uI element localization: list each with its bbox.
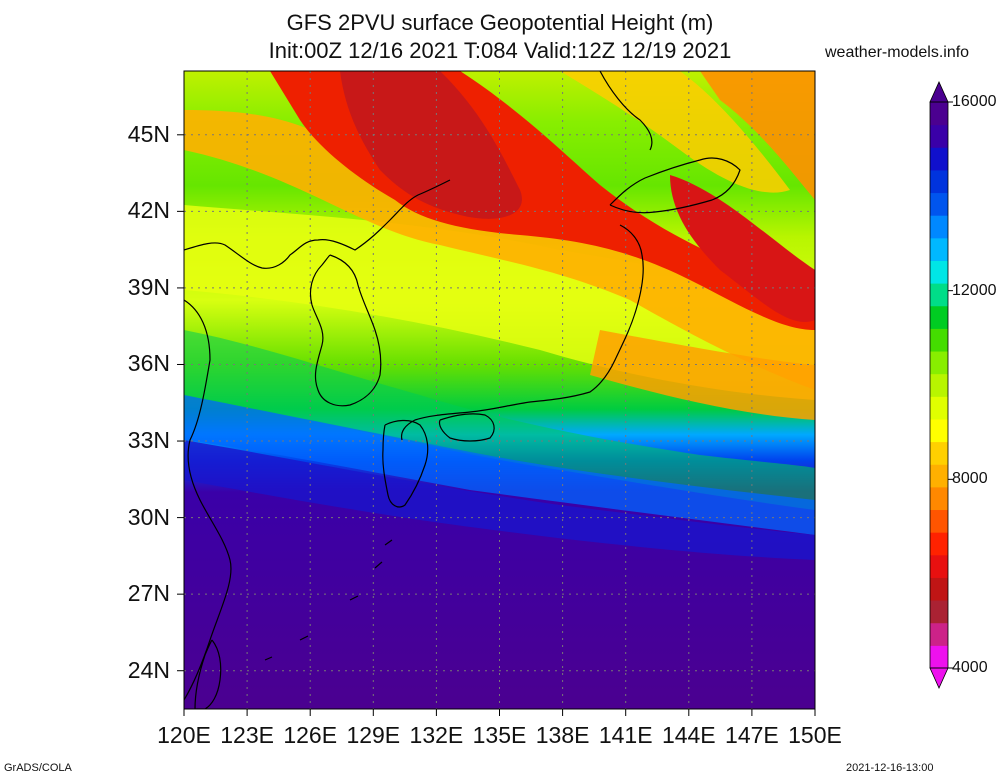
japan-kyushu bbox=[382, 419, 429, 508]
colorbar-segment bbox=[930, 192, 948, 216]
lon-label: 120E bbox=[157, 722, 211, 748]
japan-shikoku bbox=[438, 413, 495, 442]
colorbar-segment bbox=[930, 260, 948, 284]
colorbar-segment bbox=[930, 351, 948, 375]
colorbar-segment bbox=[930, 441, 948, 465]
footer-credit: GrADS/COLA bbox=[4, 762, 72, 774]
colorbar-segment bbox=[930, 645, 948, 669]
colorbar-segment bbox=[930, 554, 948, 578]
lon-label: 132E bbox=[409, 722, 464, 748]
chart-subtitle: Init:00Z 12/16 2021 T:084 Valid:12Z 12/1… bbox=[268, 38, 732, 63]
lon-label: 123E bbox=[220, 722, 274, 748]
lat-label: 24N bbox=[127, 656, 170, 683]
colorbar-segment bbox=[930, 283, 948, 307]
lat-label: 36N bbox=[127, 350, 170, 377]
colorbar-segment bbox=[930, 147, 948, 171]
lat-label: 33N bbox=[127, 427, 170, 454]
china-coast bbox=[184, 179, 451, 701]
brand-label: weather-models.info bbox=[825, 44, 970, 61]
sakhalin bbox=[599, 71, 653, 151]
lat-label: 45N bbox=[127, 120, 170, 147]
japan-hokkaido bbox=[609, 157, 741, 214]
footer-timestamp: 2021-12-16-13:00 bbox=[846, 762, 934, 774]
colorbar-segment bbox=[930, 509, 948, 533]
colorbar-segment bbox=[930, 396, 948, 420]
colorbar-min-arrow bbox=[929, 667, 949, 689]
colorbar-segment bbox=[930, 577, 948, 601]
korea-peninsula bbox=[309, 254, 382, 407]
lat-label: 42N bbox=[127, 197, 170, 224]
colorbar-segment bbox=[930, 532, 948, 556]
colorbar-segment bbox=[930, 124, 948, 148]
colorbar-segment bbox=[930, 102, 948, 126]
taiwan bbox=[194, 639, 222, 709]
lon-label: 129E bbox=[346, 722, 401, 748]
colorbar-frame bbox=[929, 101, 949, 669]
colorbar-label: 16000 bbox=[952, 93, 997, 110]
japan-honshu bbox=[400, 224, 644, 441]
colorbar-segment bbox=[930, 486, 948, 511]
colorbar-segment bbox=[930, 373, 948, 397]
axis-ticks bbox=[177, 134, 816, 716]
lon-label: 126E bbox=[283, 722, 338, 748]
colorbar-segment bbox=[930, 622, 948, 646]
colorbar-segment bbox=[930, 215, 948, 239]
colorbar-label: 12000 bbox=[952, 281, 997, 299]
colorbar-segment bbox=[930, 464, 948, 488]
colorbar-segment bbox=[930, 600, 948, 624]
lat-label: 27N bbox=[127, 580, 170, 607]
lon-label: 147E bbox=[725, 722, 779, 748]
lon-label: 150E bbox=[788, 722, 842, 748]
colorbar-max-arrow bbox=[929, 81, 949, 103]
colorbar-segment bbox=[930, 169, 948, 194]
colorbar bbox=[929, 81, 953, 689]
chart-title: GFS 2PVU surface Geopotential Height (m) bbox=[286, 10, 714, 35]
lon-label: 141E bbox=[598, 722, 653, 748]
height-field bbox=[184, 71, 815, 709]
colorbar-segment bbox=[930, 418, 948, 443]
lon-label: 144E bbox=[661, 722, 716, 748]
colorbar-label: 8000 bbox=[952, 470, 988, 488]
colorbar-segment bbox=[930, 237, 948, 261]
colorbar-label: 4000 bbox=[952, 659, 988, 676]
coastlines bbox=[184, 71, 741, 709]
colorbar-segment bbox=[930, 305, 948, 329]
lat-label: 39N bbox=[127, 273, 170, 300]
lat-label: 30N bbox=[127, 503, 170, 530]
ryukyu-islands bbox=[264, 539, 393, 661]
lon-label: 138E bbox=[535, 722, 590, 748]
colorbar-segment bbox=[930, 328, 948, 352]
lon-label: 135E bbox=[472, 722, 527, 748]
